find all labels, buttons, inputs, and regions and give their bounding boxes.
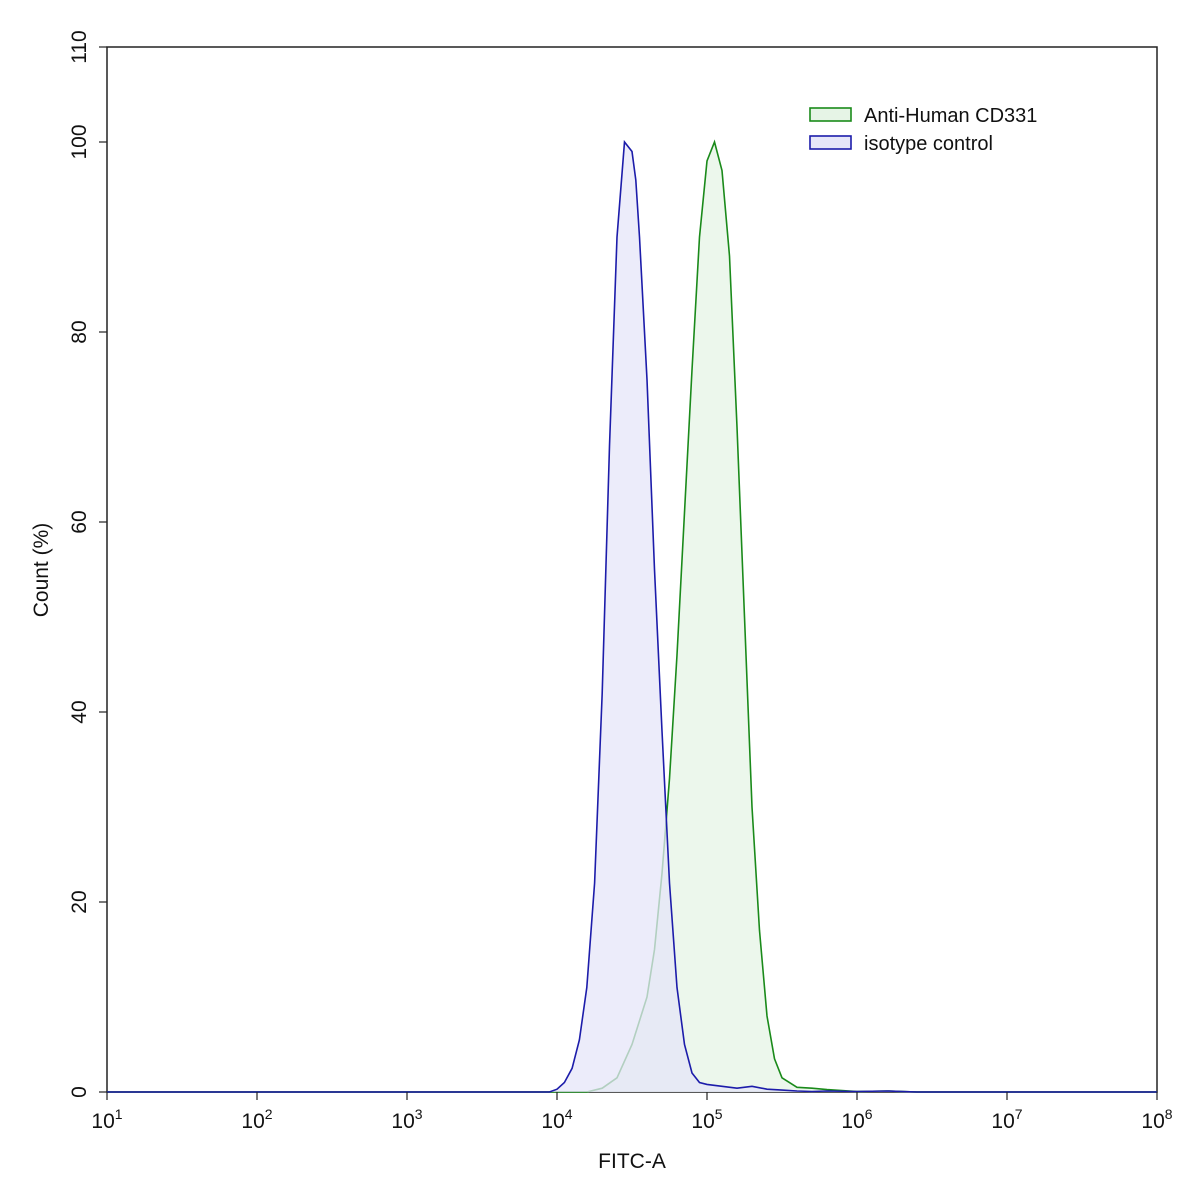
legend-label: Anti-Human CD331 <box>864 105 1037 127</box>
x-tick-label: 106 <box>841 1106 872 1133</box>
x-tick-label: 102 <box>241 1106 272 1133</box>
x-axis: 101 102 103 104 105 106 107 108 <box>91 1092 1173 1133</box>
y-tick-label: 100 <box>68 124 91 159</box>
series-line-1 <box>107 139 1157 1093</box>
y-tick-label: 110 <box>68 30 91 63</box>
legend-swatch <box>809 135 852 150</box>
x-tick-label: 107 <box>991 1106 1022 1133</box>
legend-swatch <box>809 107 852 122</box>
legend-label: isotype control <box>864 133 993 155</box>
y-tick-label: 80 <box>68 320 91 343</box>
y-tick-label: 20 <box>68 890 91 913</box>
legend: Anti-Human CD331 isotype control <box>809 105 1037 155</box>
x-tick-label: 103 <box>391 1106 422 1133</box>
series-layer <box>107 139 1157 1093</box>
y-tick-label: 60 <box>68 510 91 533</box>
x-tick-label: 105 <box>691 1106 722 1133</box>
x-tick-label: 104 <box>541 1106 572 1133</box>
y-tick-label: 40 <box>68 700 91 723</box>
x-tick-label: 108 <box>1141 1106 1172 1133</box>
y-axis-label: Count (%) <box>30 523 53 618</box>
y-tick-label: 0 <box>68 1086 91 1098</box>
y-axis: 0 20 40 60 80 100 110 <box>68 30 107 1098</box>
x-tick-label: 101 <box>91 1106 122 1133</box>
series-area-1 <box>107 142 1157 1092</box>
x-axis-label: FITC-A <box>598 1150 666 1173</box>
